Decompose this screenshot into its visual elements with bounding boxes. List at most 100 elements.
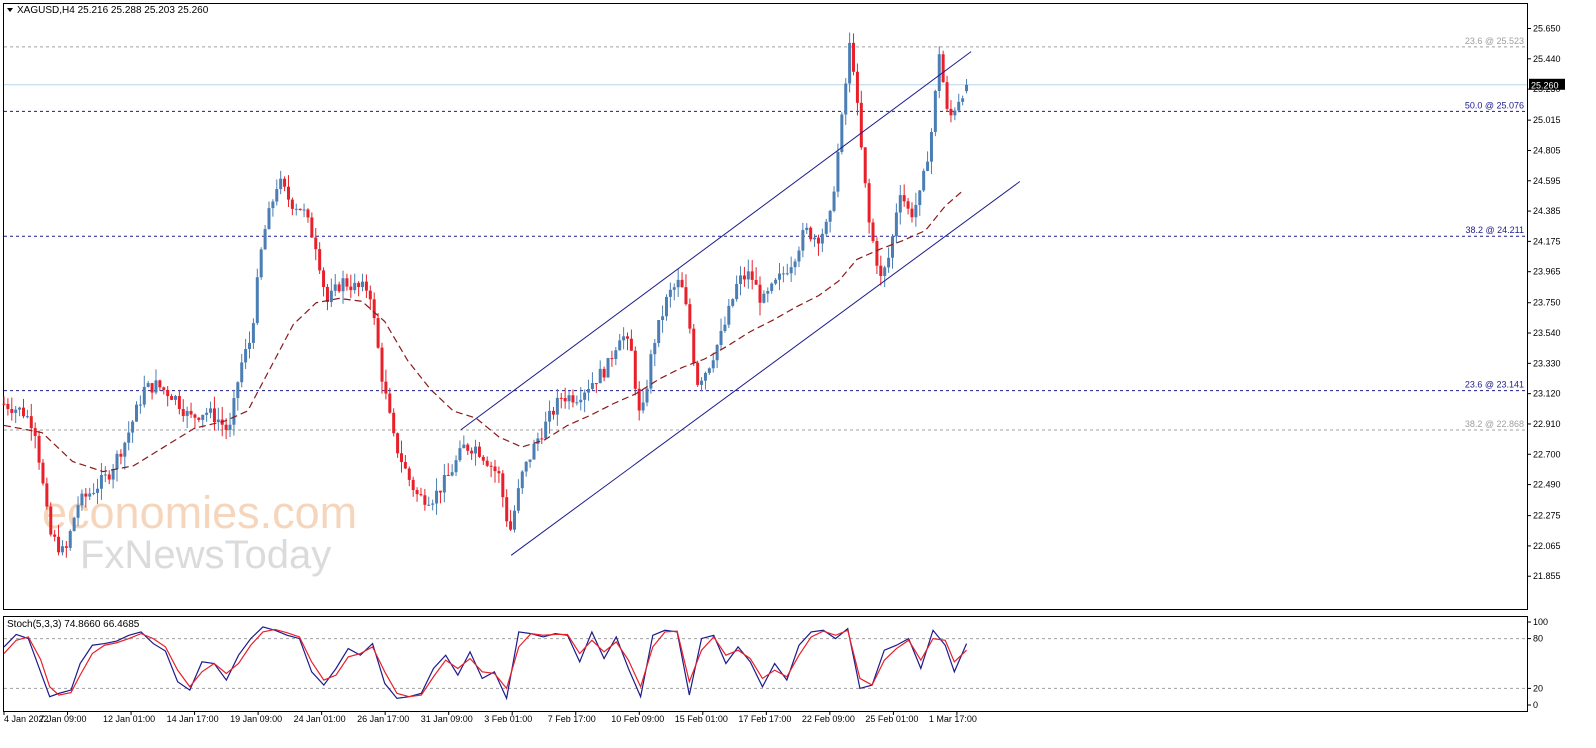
symbol-dropdown-icon[interactable] (7, 8, 13, 12)
candle-body (111, 469, 115, 480)
candle-body (283, 178, 287, 187)
candle-body (446, 474, 450, 476)
fib-level-label: 38.2 @ 22.868 (1465, 419, 1524, 429)
candle-body (750, 271, 754, 280)
candle-body (325, 286, 329, 303)
candle-body (610, 358, 614, 360)
candle-body (88, 493, 92, 497)
candle-body (84, 493, 88, 497)
candle-body (528, 459, 532, 462)
candle-body (224, 424, 228, 430)
candle-body (781, 273, 785, 275)
candle-body (953, 110, 957, 116)
candle-body (33, 428, 37, 436)
candle-body (392, 412, 396, 434)
candle-body (793, 261, 797, 268)
candle-body (388, 393, 392, 413)
candle-body (403, 462, 407, 469)
candle-body (337, 284, 341, 292)
candle-body (228, 424, 232, 430)
candle-body (286, 186, 290, 200)
candle-body (680, 279, 684, 288)
candle-body (458, 448, 462, 461)
candle-body (859, 102, 863, 148)
candle-body (2, 403, 6, 405)
candle-body (707, 368, 711, 373)
fib-level-label: 50.0 @ 25.076 (1465, 100, 1524, 110)
candle-body (641, 402, 645, 411)
candle-body (777, 273, 781, 280)
stoch-main-line (3, 626, 968, 701)
candle-body (524, 461, 528, 472)
candle-body (123, 442, 127, 457)
candle-body (653, 343, 657, 355)
candle-body (419, 494, 423, 496)
candle-body (138, 404, 142, 406)
candle-body (37, 435, 41, 463)
candle-body (10, 408, 14, 413)
price-tick-label: 22.700 (1533, 449, 1561, 459)
price-tick-label: 23.120 (1533, 389, 1561, 399)
candle-body (435, 490, 439, 504)
candle-body (298, 208, 302, 210)
candle-body (548, 410, 552, 422)
candle-body (571, 395, 575, 403)
symbol-header: XAGUSD,H4 25.216 25.288 25.203 25.260 (17, 5, 209, 16)
candle-body (173, 396, 177, 400)
candle-body (6, 403, 10, 409)
time-tick-label: 4 Jan 2022 (4, 714, 49, 724)
candle-body (770, 283, 774, 292)
candle-body (544, 421, 548, 439)
time-tick-label: 12 Jan 01:00 (103, 714, 155, 724)
time-tick-label: 25 Feb 01:00 (865, 714, 918, 724)
candle-body (248, 342, 252, 350)
candle-body (742, 275, 746, 280)
candle-body (739, 275, 743, 284)
candle-body (493, 466, 497, 472)
candle-body (746, 271, 750, 280)
candle-body (567, 395, 571, 402)
price-tick-label: 22.910 (1533, 419, 1561, 429)
candle-body (933, 91, 937, 133)
candle-body (633, 350, 637, 389)
price-axis: 25.65025.44025.23025.01524.80524.59524.3… (1527, 24, 1561, 581)
stochastic-oscillator: 100 80 20 0 (3, 617, 1548, 710)
candle-body (555, 397, 559, 415)
time-tick-label: 7 Feb 17:00 (548, 714, 596, 724)
current-price-box (1529, 78, 1565, 90)
price-tick-label: 24.385 (1533, 206, 1561, 216)
candle-body (711, 360, 715, 369)
candle-body (774, 279, 778, 284)
candle-body (158, 380, 162, 388)
candle-body (127, 432, 131, 443)
candle-body (668, 289, 672, 297)
price-tick-label: 25.015 (1533, 115, 1561, 125)
candle-body (875, 241, 879, 266)
candle-body (918, 190, 922, 206)
candle-body (789, 267, 793, 274)
time-tick-label: 22 Feb 09:00 (802, 714, 855, 724)
candle-body (146, 383, 150, 387)
candle-body (890, 236, 894, 258)
candle-body (684, 287, 688, 305)
stoch-tick-label: 20 (1533, 683, 1543, 693)
candle-body (614, 350, 618, 359)
candle-body (579, 399, 583, 403)
candle-body (25, 416, 29, 418)
candle-body (766, 291, 770, 294)
current-price-tag: 25.260 (1529, 78, 1565, 90)
candle-body (423, 495, 427, 505)
candle-body (715, 344, 719, 361)
time-tick-label: 15 Feb 01:00 (675, 714, 728, 724)
channel-upper-line[interactable] (460, 51, 972, 431)
candle-body (805, 227, 809, 231)
time-tick-label: 3 Feb 01:00 (484, 714, 532, 724)
candle-body (212, 408, 216, 423)
stoch-header: Stoch(5,3,3) 74.8660 66.4685 (7, 619, 140, 630)
candle-body (672, 287, 676, 290)
channel-lower-line[interactable] (510, 181, 1021, 556)
candle-body (509, 521, 513, 530)
